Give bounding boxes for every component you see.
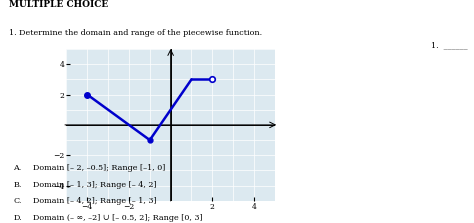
Text: Domain [– 1, 3]; Range [– 4, 2]: Domain [– 1, 3]; Range [– 4, 2] <box>33 181 156 188</box>
Text: C.: C. <box>13 197 22 205</box>
Text: Domain (– ∞, –2] ∪ [– 0.5, 2]; Range [0, 3]: Domain (– ∞, –2] ∪ [– 0.5, 2]; Range [0,… <box>33 214 202 222</box>
Text: B.: B. <box>13 181 22 188</box>
Text: MULTIPLE CHOICE: MULTIPLE CHOICE <box>9 0 109 9</box>
Text: Domain [– 2, –0.5]; Range [–1, 0]: Domain [– 2, –0.5]; Range [–1, 0] <box>33 164 165 172</box>
Text: 1.  ______: 1. ______ <box>431 42 468 50</box>
Text: Domain [– 4, 2]; Range [– 1, 3]: Domain [– 4, 2]; Range [– 1, 3] <box>33 197 156 205</box>
Text: 1. Determine the domain and range of the piecewise function.: 1. Determine the domain and range of the… <box>9 29 263 37</box>
Text: A.: A. <box>13 164 22 172</box>
Text: D.: D. <box>13 214 22 222</box>
